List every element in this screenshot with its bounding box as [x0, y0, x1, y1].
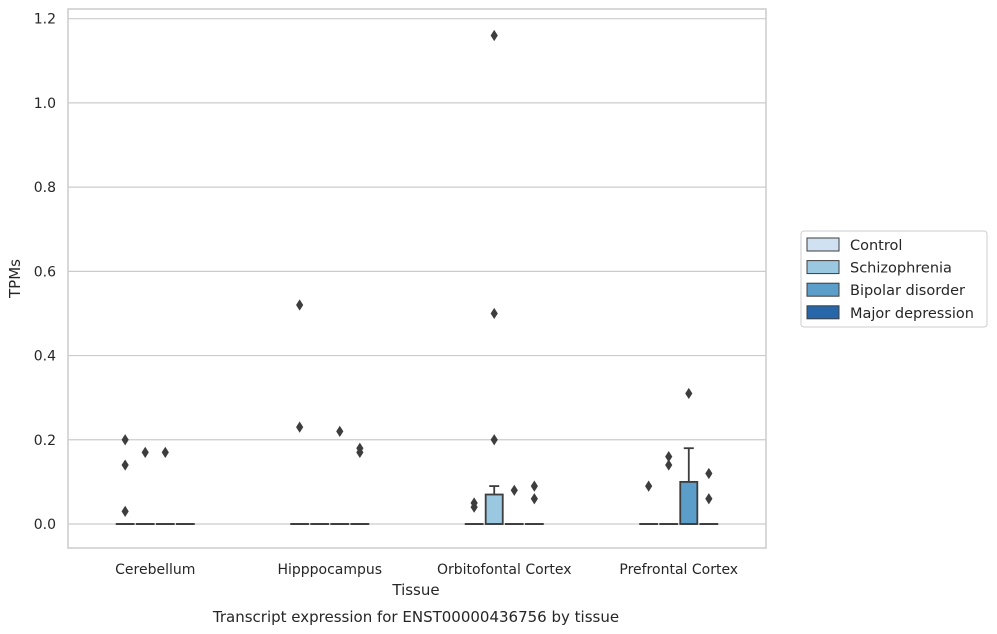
y-tick-labels: 0.0 0.2 0.4 0.6 0.8 1.0 1.2 [34, 12, 56, 533]
outlier-point [470, 501, 478, 513]
x-tick-labels: Cerebellum Hipppocampus Orbitofontal Corte… [115, 562, 738, 578]
legend-swatch [806, 282, 840, 297]
outlier-point [490, 29, 498, 42]
legend-label: Control [850, 238, 902, 254]
box-group [659, 451, 679, 525]
outlier-point [645, 480, 653, 492]
x-tick-label: Orbitofontal Cortex [437, 562, 572, 578]
chart-caption: Transcript expression for ENST0000043675… [212, 608, 619, 626]
box [484, 493, 504, 525]
outlier-point [530, 480, 538, 492]
outlier-point [121, 459, 129, 471]
outlier-point [665, 451, 673, 463]
x-tick-label: Hipppocampus [277, 562, 382, 578]
y-tick-label: 0.4 [34, 349, 56, 365]
outlier-point [121, 505, 129, 517]
outlier-point [530, 493, 538, 505]
x-axis-label: Tissue [391, 581, 439, 599]
outlier-point [490, 307, 498, 320]
outlier-point [296, 421, 304, 433]
y-tick-label: 1.0 [34, 96, 56, 112]
outlier-point [296, 299, 304, 311]
box-group [330, 425, 350, 525]
outlier-point [161, 446, 169, 459]
outlier-point [665, 459, 673, 471]
legend-swatch [806, 260, 840, 275]
outlier-point [356, 446, 364, 459]
outlier-point [705, 467, 713, 480]
box-layer [115, 29, 719, 525]
outlier-point [490, 434, 498, 446]
outlier-point [685, 387, 693, 400]
box-group [464, 497, 484, 525]
grid-lines [68, 18, 766, 525]
outlier-point [705, 493, 713, 505]
legend-label: Bipolar disorder [850, 283, 965, 299]
box-group [135, 446, 155, 525]
outlier-point [121, 434, 129, 446]
legend: Control Schizophrenia Bipolar disorder Majo… [800, 230, 988, 328]
legend-label: Schizophrenia [850, 261, 952, 277]
x-tick-label: Cerebellum [115, 562, 195, 578]
box-group [484, 29, 504, 525]
outlier-point [510, 484, 518, 496]
box-group [290, 299, 310, 525]
y-tick-label: 0.6 [34, 264, 56, 280]
y-tick-label: 1.2 [34, 12, 56, 28]
y-tick-label: 0.8 [34, 180, 56, 196]
box-group [155, 446, 175, 525]
y-axis-label: TPMs [6, 259, 24, 299]
outlier-point [336, 425, 344, 437]
plot-frame [67, 8, 767, 549]
box-group [679, 387, 699, 525]
box-group [350, 442, 370, 525]
legend-label: Major depression [850, 306, 974, 322]
box-group [504, 484, 524, 525]
outlier-point [141, 446, 149, 459]
legend-swatch [806, 305, 840, 320]
y-tick-label: 0.2 [34, 433, 56, 449]
box-group [115, 434, 135, 525]
x-tick-label: Prefrontal Cortex [619, 562, 738, 578]
legend-frame [800, 230, 988, 328]
legend-swatch [806, 237, 840, 252]
box-group [699, 467, 719, 525]
box-group [524, 480, 544, 525]
y-tick-label: 0.0 [34, 517, 56, 533]
box [679, 480, 699, 525]
box-group [639, 480, 659, 525]
